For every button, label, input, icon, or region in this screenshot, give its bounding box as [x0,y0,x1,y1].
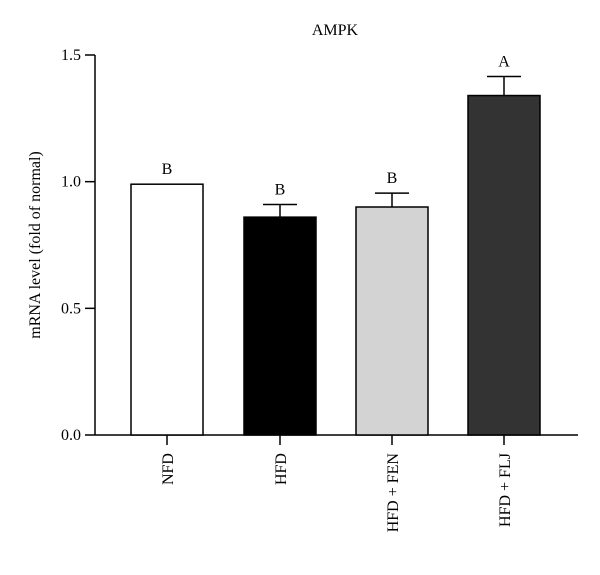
x-category-label: NFD [160,453,177,485]
x-category-label: HFD [273,453,290,485]
plot-area: 0.0 0.5 1.0 1.5 B NFD B HFD B HFD + FEN A HFD + FLJ [61,47,578,532]
bar [467,94,541,436]
y-tick-label: 1.0 [61,174,81,191]
y-tick-label: 1.5 [61,47,81,64]
bar [243,216,317,436]
y-axis-label: mRNA level (fold of normal) [27,151,44,339]
bar [355,206,429,436]
significance-label: B [387,170,398,187]
bar [130,183,204,436]
chart-title: AMPK [312,22,359,39]
y-tick-label: 0.5 [61,300,81,317]
significance-label: B [162,161,173,178]
significance-label: B [275,181,286,198]
y-tick-label: 0.0 [61,427,81,444]
significance-label: A [498,54,510,71]
x-category-label: HFD + FEN [385,453,402,533]
x-category-label: HFD + FLJ [497,453,514,527]
